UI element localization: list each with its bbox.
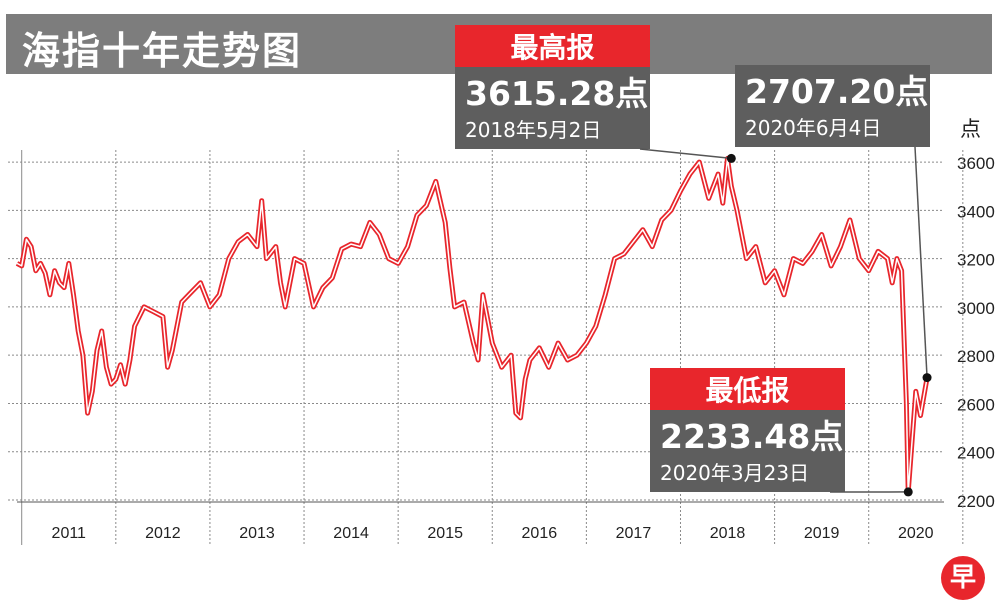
x-tick-label: 2013 [239, 525, 275, 542]
y-axis-unit: 点 [960, 117, 981, 141]
y-tick-label: 2200 [957, 492, 995, 511]
x-tick-label: 2020 [898, 525, 934, 542]
annotation-point [922, 373, 932, 383]
annotation-value: 3615.28点 [465, 74, 648, 113]
x-tick-label: 2014 [333, 525, 369, 542]
y-tick-label: 2800 [957, 347, 995, 366]
x-tick-label: 2019 [804, 525, 840, 542]
annotation-leader [914, 146, 928, 378]
x-tick-label: 2011 [52, 525, 87, 542]
series-line-inner [16, 157, 928, 493]
annotation-point [903, 487, 913, 497]
annotation-box [455, 67, 650, 149]
y-tick-label: 3600 [957, 154, 995, 173]
annotation-box [650, 410, 845, 492]
chart-title: 海指十年走势图 [22, 29, 303, 73]
annotation-label: 最高报 [510, 31, 594, 64]
annotation-date: 2020年3月23日 [660, 461, 809, 485]
annotation-label-bg [650, 368, 845, 410]
annotation-point [726, 153, 736, 163]
y-tick-label: 2400 [957, 444, 995, 463]
annotation-value: 2233.48点 [660, 417, 843, 456]
y-tick-label: 3400 [957, 202, 995, 221]
annotation-box [735, 65, 930, 147]
y-tick-label: 3200 [957, 251, 995, 270]
lianhe-zaobao-logo: 早 [941, 556, 985, 600]
annotation-leader [639, 148, 732, 160]
annotation-label: 最低报 [705, 374, 789, 407]
annotation-date: 2018年5月2日 [465, 118, 601, 142]
y-tick-label: 2600 [957, 395, 995, 414]
annotation-label-bg [455, 25, 650, 67]
annotation-value: 2707.20点 [745, 72, 928, 111]
annotation-date: 2020年6月4日 [745, 116, 881, 140]
x-tick-label: 2016 [522, 525, 558, 542]
x-tick-label: 2018 [710, 525, 746, 542]
x-tick-label: 2017 [616, 525, 652, 542]
x-tick-label: 2012 [145, 525, 181, 542]
x-tick-label: 2015 [427, 525, 463, 542]
y-tick-label: 3000 [957, 299, 995, 318]
